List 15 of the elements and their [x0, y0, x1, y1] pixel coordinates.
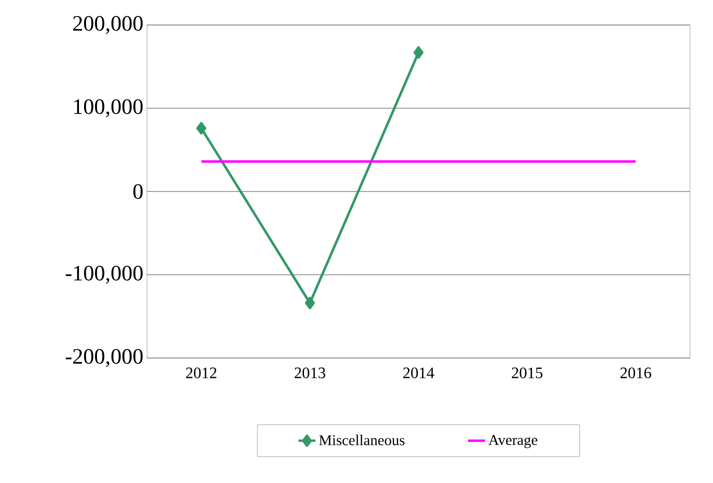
y-tick-label: 100,000	[74, 99, 143, 118]
y-tick-label: 200,000	[73, 16, 143, 34]
point	[414, 46, 424, 59]
x-tick-label: 2012	[186, 368, 216, 378]
x-tick-label: 2016	[620, 368, 652, 378]
legend-label: Average	[488, 435, 538, 448]
point	[304, 296, 315, 310]
y-tick-label: -100,000	[66, 266, 143, 284]
x-tick-label: 2015	[512, 368, 542, 378]
y-tick-label: 0	[133, 184, 143, 199]
point	[196, 122, 206, 134]
x-tick-label: 2013	[294, 368, 326, 378]
y-tick-label: -200,000	[66, 349, 143, 367]
legend-label: Miscellaneous	[319, 434, 404, 446]
x-tick-label: 2014	[403, 368, 434, 378]
